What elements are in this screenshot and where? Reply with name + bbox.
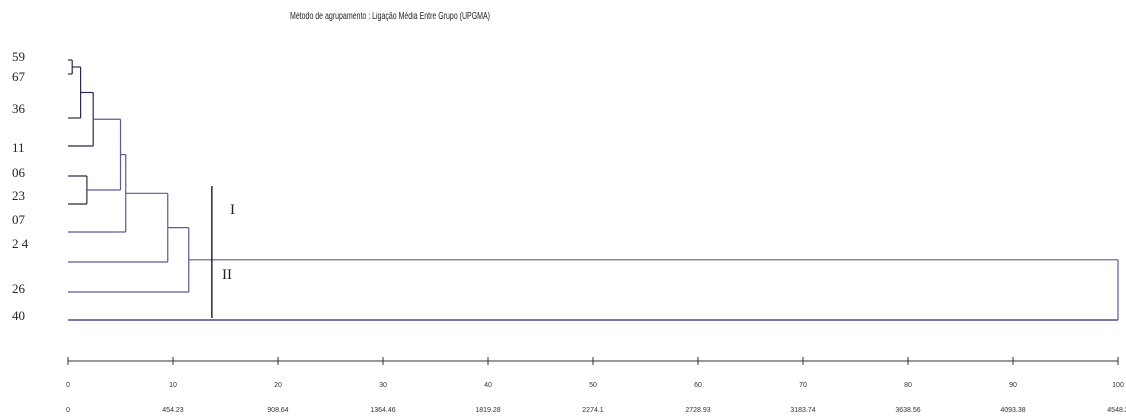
x-tick-label-bottom: 3183.74	[790, 407, 815, 414]
x-tick-label-top: 80	[904, 382, 912, 389]
x-tick-label-bottom: 1819.28	[475, 407, 500, 414]
x-tick-label-top: 0	[66, 382, 70, 389]
x-tick-label-top: 30	[379, 382, 387, 389]
chart-title: Método de agrupamento : Ligação Média En…	[290, 12, 490, 22]
x-tick-label-top: 90	[1009, 382, 1017, 389]
x-tick-label-bottom: 0	[66, 407, 70, 414]
x-tick-label-bottom: 4093.38	[1000, 407, 1025, 414]
leaf-label-11: 11	[12, 140, 25, 155]
leaf-label-26: 26	[12, 281, 25, 296]
x-tick-label-top: 100	[1112, 382, 1124, 389]
cluster-label-II: II	[222, 267, 232, 283]
x-tick-label-top: 40	[484, 382, 492, 389]
x-tick-label-bottom: 1364.46	[370, 407, 395, 414]
x-tick-label-top: 60	[694, 382, 702, 389]
x-tick-label-bottom: 908.64	[267, 407, 289, 414]
x-tick-label-bottom: 2728.93	[685, 407, 710, 414]
x-tick-label-top: 10	[169, 382, 177, 389]
x-tick-label-bottom: 3638.56	[895, 407, 920, 414]
x-tick-label-top: 70	[799, 382, 807, 389]
leaf-label-24: 2 4	[12, 236, 29, 251]
leaf-label-67: 67	[12, 69, 25, 84]
leaf-label-59: 59	[12, 49, 25, 64]
leaf-label-07: 07	[12, 212, 25, 227]
leaf-label-06: 06	[12, 165, 25, 180]
leaf-label-36: 36	[12, 101, 25, 116]
x-tick-label-bottom: 2274.1	[582, 407, 604, 414]
cluster-label-I: I	[230, 202, 235, 218]
leaf-label-23: 23	[12, 188, 25, 203]
x-tick-label-bottom: 454.23	[162, 407, 184, 414]
x-tick-label-top: 20	[274, 382, 282, 389]
leaf-label-40: 40	[12, 308, 25, 323]
x-tick-label-bottom: 4548.2	[1107, 407, 1126, 414]
x-tick-label-top: 50	[589, 382, 597, 389]
